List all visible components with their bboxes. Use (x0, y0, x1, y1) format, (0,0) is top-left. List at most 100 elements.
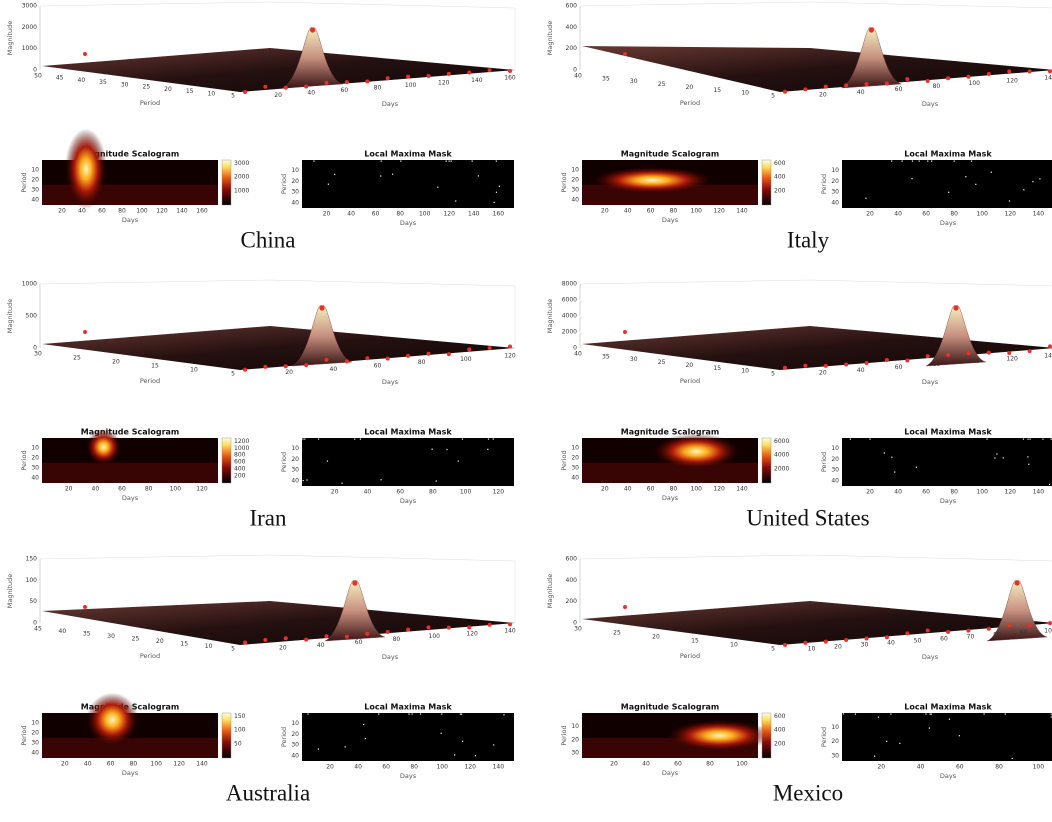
period-axis-label: Period (140, 652, 160, 660)
days-tick-label: 20 (819, 92, 827, 99)
period-tick-label: 10 (205, 643, 213, 650)
period-tick-label: 5 (231, 646, 235, 653)
scalogram-y-tick: 30 (31, 740, 39, 747)
peak-dot (352, 580, 358, 586)
z-tick-label: 0 (573, 345, 577, 352)
z-tick-label: 0 (33, 620, 37, 627)
mask-pixel (307, 713, 309, 715)
days-axis-label: Days (382, 653, 399, 661)
z-axis-label: Magnitude (6, 21, 14, 55)
back-grid (579, 279, 811, 285)
maxima-dot (508, 622, 512, 627)
days-tick-label: 20 (279, 645, 287, 652)
country-panel: Magnitude 0 50 100 150 45 40 35 30 25 20 15 10 5 Perio… (6, 554, 516, 805)
maxima-dot (905, 631, 910, 636)
scalogram-y-tick: 30 (31, 187, 39, 194)
mask-y-tick: 10 (291, 167, 299, 174)
mask-y-tick: 40 (291, 199, 299, 206)
colorbar-tick-label: 600 (234, 459, 246, 466)
mask-pixel (457, 460, 459, 462)
period-tick-label: 30 (107, 633, 115, 640)
mask-y-tick: 10 (831, 167, 839, 174)
mask-y-label: Period (820, 174, 828, 194)
colorbar-tick-label: 600 (774, 160, 786, 167)
scalogram-x-tick: 100 (691, 208, 703, 215)
period-tick-label: 35 (83, 631, 91, 638)
mask-pixel (474, 755, 477, 757)
mask-y-tick: 30 (291, 467, 299, 474)
days-tick-label: 80 (374, 85, 382, 92)
mask-y-tick: 20 (291, 178, 299, 185)
mask-pixel (990, 171, 992, 173)
mask-pixel (928, 727, 931, 729)
scalogram-x-tick: 60 (98, 208, 106, 215)
mask-pixel (986, 438, 988, 440)
mask-pixel (958, 735, 960, 737)
maxima-dot (986, 71, 991, 76)
days-tick-label: 40 (307, 90, 315, 97)
back-grid (269, 1, 516, 9)
period-tick-label: 30 (630, 356, 638, 363)
mask-y-label: Period (280, 174, 288, 194)
mask-pixel (1050, 716, 1052, 718)
mask-pixel (899, 742, 901, 744)
z-tick-label: 0 (33, 345, 37, 352)
days-axis-label: Days (922, 378, 939, 386)
scalogram-y-tick: 10 (31, 445, 39, 452)
colorbar-tick-label: 400 (774, 727, 786, 734)
scalogram-x-tick: 120 (713, 208, 725, 215)
scalogram-x-tick: 60 (647, 486, 655, 493)
scalogram-x-tick: 140 (736, 208, 748, 215)
scalogram-y-label: Period (560, 172, 568, 192)
colorbar-tick-label: 3000 (234, 160, 249, 167)
colorbar (221, 159, 232, 206)
mask-pixel (317, 748, 320, 750)
z-tick-label: 400 (566, 24, 578, 31)
mask-x-tick: 100 (1033, 764, 1045, 771)
period-tick-label: 20 (112, 359, 120, 366)
mask-pixel (487, 438, 490, 440)
mask-x-tick: 140 (1033, 489, 1045, 496)
mask-x-tick: 20 (323, 211, 331, 218)
period-tick-label: 15 (713, 87, 721, 94)
colorbar-tick-label: 100 (234, 727, 246, 734)
z-tick-label: 2000 (562, 329, 577, 336)
back-grid (39, 1, 271, 7)
mask-y-tick: 10 (291, 720, 299, 727)
maxima-dot (487, 622, 492, 627)
maxima-dot (304, 363, 309, 368)
maxima-dot (1007, 623, 1012, 628)
mask-pixel (927, 160, 929, 162)
mask-pixel (450, 160, 452, 162)
maxima-dot (905, 358, 910, 363)
period-tick-label: 40 (78, 77, 86, 84)
mask-x-tick: 120 (443, 211, 455, 218)
days-axis-label: Days (382, 378, 399, 386)
scalogram-y-tick: 30 (31, 465, 39, 472)
mask-pixel (304, 438, 306, 440)
mask-x-tick: 20 (326, 764, 334, 771)
scalogram-x-tick: 140 (196, 761, 208, 768)
z-tick-label: 400 (566, 577, 578, 584)
mask-x-tick: 20 (866, 211, 874, 218)
scalogram-y-tick: 40 (571, 475, 579, 482)
period-tick-label: 15 (151, 363, 159, 370)
mask-pixel (495, 160, 497, 162)
mask-x-tick: 120 (493, 489, 505, 496)
mask-x-label: Days (400, 497, 417, 505)
scalogram-y-tick: 20 (31, 455, 39, 462)
mask-image (842, 713, 1052, 761)
mask-x-tick: 60 (922, 211, 930, 218)
maxima-dot (623, 605, 627, 609)
colorbar-tick-label: 600 (774, 713, 786, 720)
maxima-dot (365, 356, 370, 361)
scalogram-x-tick: 20 (65, 486, 73, 493)
mask-pixel (493, 744, 495, 746)
maxima-dot (946, 76, 951, 81)
country-label: Italy (787, 227, 830, 252)
mask-y-tick: 30 (291, 189, 299, 196)
scalogram-y-tick: 40 (571, 197, 579, 204)
mask-pixel (454, 754, 456, 756)
scalogram-title: Magnitude Scalogram (621, 703, 720, 712)
maxima-dot (83, 52, 87, 56)
